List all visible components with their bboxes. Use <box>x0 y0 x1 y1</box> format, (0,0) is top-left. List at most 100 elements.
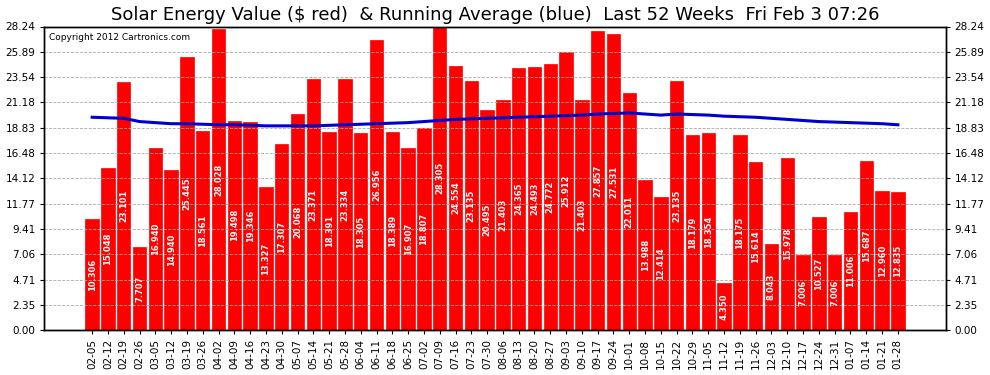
Bar <box>686 135 699 330</box>
Text: 18.305: 18.305 <box>356 216 365 248</box>
Bar <box>843 212 857 330</box>
Text: 15.614: 15.614 <box>751 230 760 262</box>
Bar <box>370 40 383 330</box>
Text: 27.531: 27.531 <box>609 166 618 198</box>
Text: 18.391: 18.391 <box>325 215 334 248</box>
Text: 22.011: 22.011 <box>625 196 634 228</box>
Bar <box>354 134 367 330</box>
Text: 12.960: 12.960 <box>877 244 887 277</box>
Bar <box>591 31 605 330</box>
Text: 12.414: 12.414 <box>656 247 665 280</box>
Bar <box>291 114 304 330</box>
Bar <box>433 26 446 330</box>
Bar <box>544 64 557 330</box>
Text: 13.988: 13.988 <box>641 239 649 271</box>
Bar <box>623 93 636 330</box>
Text: 13.327: 13.327 <box>261 242 270 274</box>
Bar <box>196 130 210 330</box>
Text: 24.772: 24.772 <box>545 181 554 213</box>
Text: 16.907: 16.907 <box>404 223 413 255</box>
Text: 7.707: 7.707 <box>135 276 144 302</box>
Text: 15.048: 15.048 <box>103 233 113 266</box>
Text: 17.307: 17.307 <box>277 221 286 253</box>
Bar <box>607 34 620 330</box>
Text: 10.306: 10.306 <box>88 259 97 291</box>
Text: 7.006: 7.006 <box>799 279 808 306</box>
Bar <box>180 57 194 330</box>
Bar <box>339 79 351 330</box>
Text: 18.807: 18.807 <box>420 213 429 245</box>
Bar <box>275 144 288 330</box>
Text: 28.305: 28.305 <box>436 162 445 194</box>
Bar <box>133 247 147 330</box>
Text: 23.135: 23.135 <box>467 190 476 222</box>
Bar <box>401 148 415 330</box>
Bar <box>875 191 889 330</box>
Text: 21.403: 21.403 <box>577 199 586 231</box>
Text: 4.350: 4.350 <box>720 294 729 320</box>
Text: 25.445: 25.445 <box>182 177 191 210</box>
Bar <box>528 67 542 330</box>
Bar <box>101 168 115 330</box>
Bar <box>212 29 226 330</box>
Text: 18.389: 18.389 <box>388 215 397 248</box>
Text: 12.835: 12.835 <box>893 245 902 278</box>
Text: 27.857: 27.857 <box>593 164 602 196</box>
Bar <box>228 120 241 330</box>
Bar <box>639 180 651 330</box>
Bar <box>796 255 810 330</box>
Title: Solar Energy Value ($ red)  & Running Average (blue)  Last 52 Weeks  Fri Feb 3 0: Solar Energy Value ($ red) & Running Ave… <box>111 6 879 24</box>
Bar <box>812 217 826 330</box>
Bar <box>164 170 178 330</box>
Bar <box>307 79 320 330</box>
Bar <box>385 132 399 330</box>
Bar <box>891 192 905 330</box>
Text: 14.940: 14.940 <box>166 234 175 266</box>
Text: 18.561: 18.561 <box>198 214 207 247</box>
Text: 15.978: 15.978 <box>783 228 792 260</box>
Text: 10.527: 10.527 <box>815 257 824 290</box>
Bar <box>718 284 731 330</box>
Text: 20.495: 20.495 <box>482 204 492 236</box>
Text: 23.101: 23.101 <box>119 190 129 222</box>
Text: 18.179: 18.179 <box>688 216 697 249</box>
Text: 7.006: 7.006 <box>831 279 840 306</box>
Text: 19.498: 19.498 <box>230 209 239 242</box>
Bar <box>148 148 162 330</box>
Bar <box>702 133 715 330</box>
Bar <box>670 81 683 330</box>
Text: 23.135: 23.135 <box>672 190 681 222</box>
Bar <box>448 66 462 330</box>
Bar <box>764 244 778 330</box>
Text: 16.940: 16.940 <box>150 223 159 255</box>
Text: 18.175: 18.175 <box>736 216 744 249</box>
Text: 19.346: 19.346 <box>246 210 254 242</box>
Text: 24.554: 24.554 <box>451 182 460 214</box>
Bar <box>496 100 510 330</box>
Text: 18.354: 18.354 <box>704 215 713 248</box>
Bar <box>828 255 842 330</box>
Bar <box>859 162 873 330</box>
Text: 11.006: 11.006 <box>846 255 855 287</box>
Bar <box>559 51 573 330</box>
Text: 21.403: 21.403 <box>498 199 508 231</box>
Bar <box>244 122 256 330</box>
Bar <box>749 162 762 330</box>
Text: 23.371: 23.371 <box>309 188 318 220</box>
Text: 8.043: 8.043 <box>767 274 776 300</box>
Text: 20.068: 20.068 <box>293 206 302 238</box>
Bar <box>85 219 99 330</box>
Bar <box>259 187 272 330</box>
Text: 24.365: 24.365 <box>514 183 523 215</box>
Text: 26.956: 26.956 <box>372 169 381 201</box>
Text: 24.493: 24.493 <box>530 182 539 214</box>
Text: 25.912: 25.912 <box>561 175 570 207</box>
Bar <box>654 196 667 330</box>
Bar <box>480 110 494 330</box>
Bar <box>323 132 336 330</box>
Bar <box>780 158 794 330</box>
Text: Copyright 2012 Cartronics.com: Copyright 2012 Cartronics.com <box>49 33 190 42</box>
Text: 28.028: 28.028 <box>214 164 223 196</box>
Bar <box>575 100 589 330</box>
Bar <box>417 128 431 330</box>
